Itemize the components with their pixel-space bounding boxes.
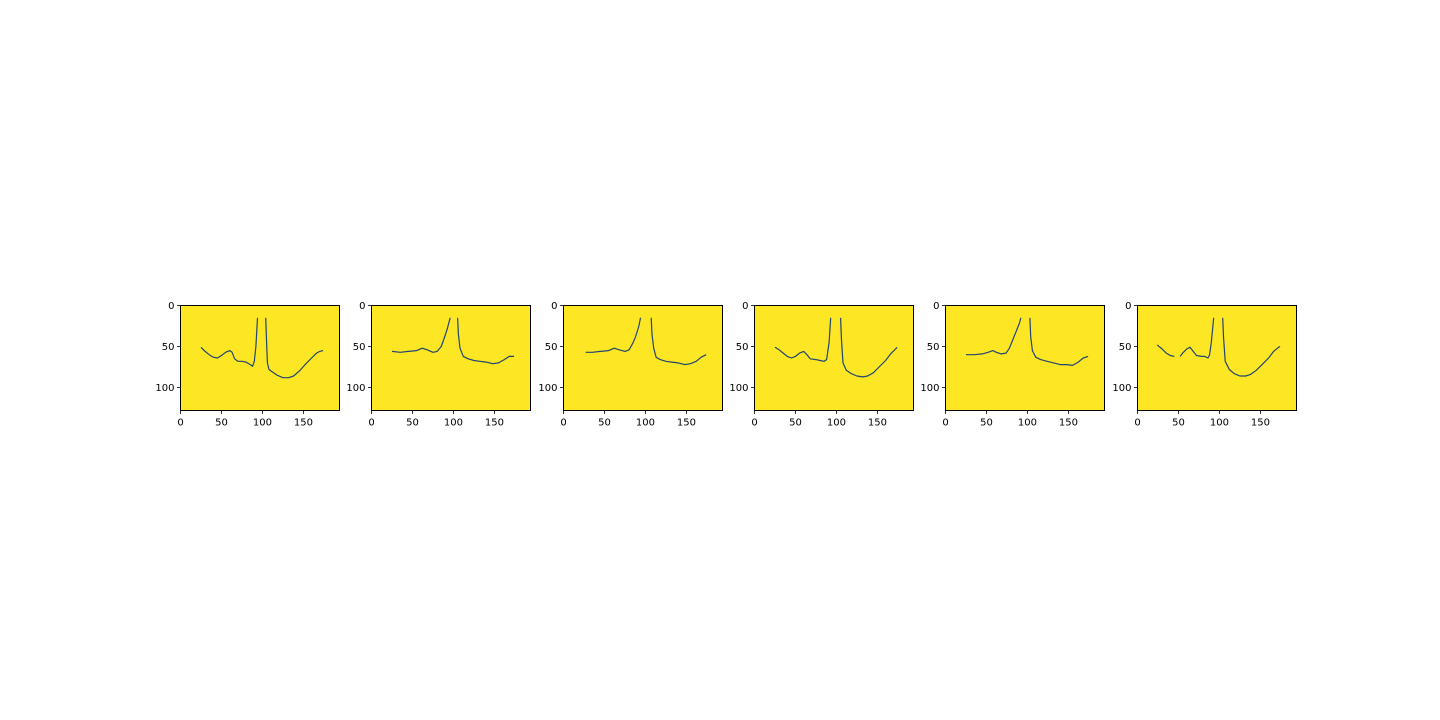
x-tick-label: 0 xyxy=(751,418,757,429)
x-tick-label: 150 xyxy=(868,418,887,429)
x-tick-label: 100 xyxy=(1018,418,1037,429)
curve-segment-3 xyxy=(1222,317,1281,377)
y-tick-label: 50 xyxy=(353,342,366,353)
image-background xyxy=(945,305,1105,411)
chart-panel-5: 0 50 100 150 0 50 100 xyxy=(920,301,1105,429)
curve-segment-2 xyxy=(1179,317,1215,359)
image-background xyxy=(180,305,340,411)
curve-segment-1 xyxy=(774,317,832,362)
x-tick-label: 150 xyxy=(1059,418,1078,429)
x-tick-label: 0 xyxy=(177,418,183,429)
curve-segment-2 xyxy=(1029,317,1089,366)
image-background xyxy=(754,305,914,411)
x-tick-label: 100 xyxy=(636,418,655,429)
y-tick-label: 50 xyxy=(545,342,558,353)
x-tick-label: 150 xyxy=(1251,418,1270,429)
axes-frame xyxy=(180,305,340,411)
y-tick-label: 50 xyxy=(1119,342,1132,353)
y-tick-label: 50 xyxy=(736,342,749,353)
chart-panel-6: 0 50 100 150 0 50 100 xyxy=(1112,301,1297,429)
x-tick-label: 0 xyxy=(368,418,374,429)
chart-panel-1: 0 50 100 150 0 50 100 xyxy=(155,301,340,429)
y-tick-label: 100 xyxy=(346,383,365,394)
x-tick-label: 150 xyxy=(677,418,696,429)
y-tick-label: 50 xyxy=(162,342,175,353)
y-tick-label: 0 xyxy=(551,301,557,312)
curve-segment-2 xyxy=(650,317,707,366)
chart-panel-4: 0 50 100 150 0 50 100 xyxy=(729,301,914,429)
y-tick-label: 50 xyxy=(927,342,940,353)
image-background xyxy=(563,305,723,411)
x-tick-label: 50 xyxy=(980,418,993,429)
curve-segment-1 xyxy=(391,317,451,353)
x-tick-label: 150 xyxy=(294,418,313,429)
x-tick-label: 50 xyxy=(215,418,228,429)
x-tick-label: 100 xyxy=(444,418,463,429)
axes-frame xyxy=(1137,305,1297,411)
x-tick-label: 100 xyxy=(1210,418,1229,429)
y-tick-label: 0 xyxy=(933,301,939,312)
curve-segment-2 xyxy=(840,317,898,378)
y-tick-label: 0 xyxy=(1125,301,1131,312)
y-tick-label: 100 xyxy=(1112,383,1131,394)
y-tick-label: 100 xyxy=(155,383,174,394)
y-tick-label: 0 xyxy=(168,301,174,312)
chart-panel-3: 0 50 100 150 0 50 100 xyxy=(538,301,723,429)
x-tick-label: 50 xyxy=(406,418,419,429)
curve-segment-2 xyxy=(457,317,515,365)
x-tick-label: 150 xyxy=(485,418,504,429)
y-tick-label: 100 xyxy=(538,383,557,394)
curve-segment-1 xyxy=(200,317,259,367)
axes-frame xyxy=(754,305,914,411)
curve-segment-1 xyxy=(585,317,642,353)
image-background xyxy=(1137,305,1297,411)
x-tick-label: 0 xyxy=(1134,418,1140,429)
y-tick-label: 100 xyxy=(920,383,939,394)
x-tick-label: 50 xyxy=(598,418,611,429)
axes-frame xyxy=(945,305,1105,411)
chart-panel-2: 0 50 100 150 0 50 100 xyxy=(346,301,531,429)
y-tick-label: 100 xyxy=(729,383,748,394)
image-background xyxy=(371,305,531,411)
axes-frame xyxy=(371,305,531,411)
curve-segment-2 xyxy=(265,317,324,379)
axes-frame xyxy=(563,305,723,411)
y-tick-label: 0 xyxy=(742,301,748,312)
curve-segment-1 xyxy=(966,317,1022,356)
curve-segment-1 xyxy=(1156,344,1175,357)
x-tick-label: 100 xyxy=(827,418,846,429)
x-tick-label: 0 xyxy=(560,418,566,429)
x-tick-label: 0 xyxy=(942,418,948,429)
y-tick-label: 0 xyxy=(359,301,365,312)
x-tick-label: 50 xyxy=(1172,418,1185,429)
x-tick-label: 50 xyxy=(789,418,802,429)
x-tick-label: 100 xyxy=(253,418,272,429)
